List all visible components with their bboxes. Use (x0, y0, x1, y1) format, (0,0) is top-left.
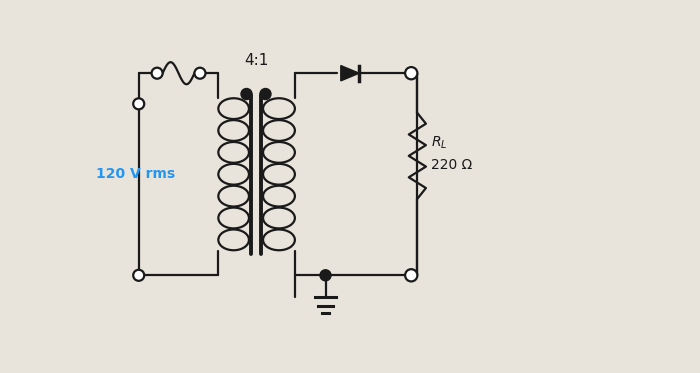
Text: $R_L$: $R_L$ (430, 134, 447, 151)
Circle shape (195, 68, 206, 79)
Circle shape (260, 88, 271, 100)
Circle shape (405, 269, 417, 281)
Circle shape (320, 270, 331, 281)
Circle shape (133, 270, 144, 281)
Text: 220 Ω: 220 Ω (430, 158, 472, 172)
Circle shape (152, 68, 162, 79)
Circle shape (241, 88, 252, 100)
Text: 120 V rms: 120 V rms (96, 167, 175, 181)
Circle shape (133, 98, 144, 109)
Polygon shape (341, 66, 359, 81)
Circle shape (405, 67, 417, 79)
Text: 4:1: 4:1 (244, 53, 269, 69)
